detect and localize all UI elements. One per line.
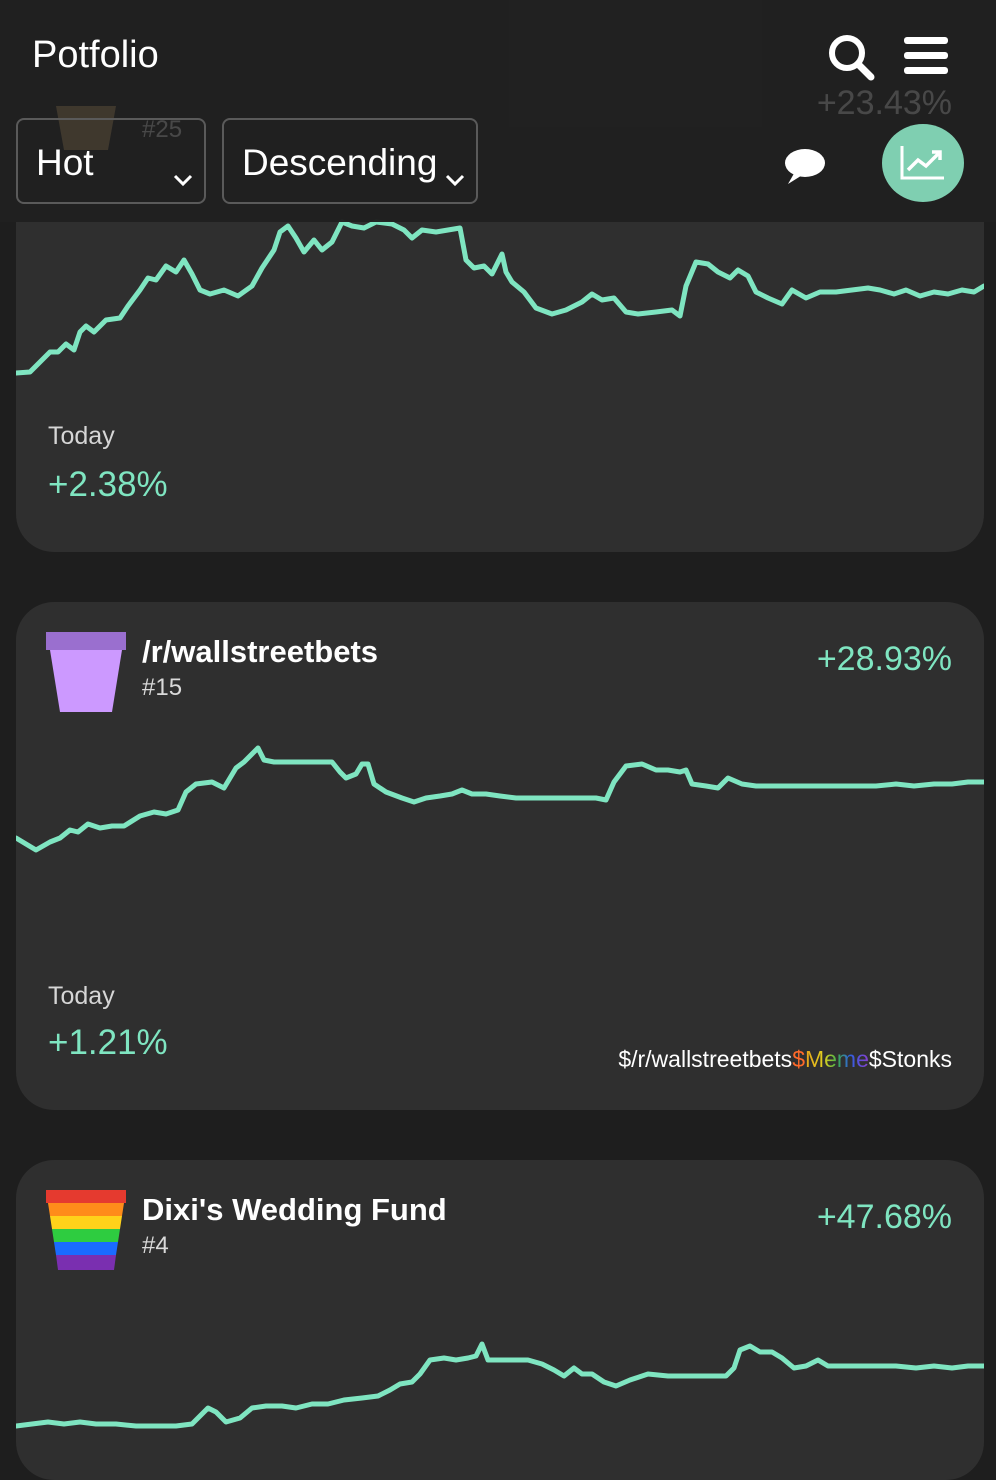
pot-icon xyxy=(46,632,126,712)
trend-view-button[interactable] xyxy=(882,124,964,202)
today-label: Today xyxy=(48,982,115,1010)
sparkline-chart xyxy=(16,1341,984,1429)
app-header: Potfolio #25 +23.43% Hot Descending xyxy=(0,0,996,222)
partial-card-percent: +23.43% xyxy=(816,84,952,122)
tag[interactable]: $/r/wallstreetbets xyxy=(618,1046,793,1072)
tag[interactable]: $Stonks xyxy=(868,1046,952,1072)
sparkline-chart xyxy=(16,219,984,376)
pot-percent: +47.68% xyxy=(816,1198,952,1236)
tag-list: $/r/wallstreetbets$Meme$Stonks xyxy=(618,1046,952,1073)
chevron-down-icon xyxy=(444,154,466,196)
app-title: Potfolio xyxy=(32,34,159,76)
chevron-down-icon xyxy=(172,154,194,196)
today-label: Today xyxy=(48,422,115,450)
today-change: +2.38% xyxy=(48,465,168,504)
sparkline xyxy=(16,745,984,853)
pot-name: /r/wallstreetbets xyxy=(142,634,379,669)
pot-card[interactable]: /r/wallstreetbets #15 +28.93% Today +1.2… xyxy=(16,602,984,1110)
sparkline xyxy=(16,219,984,376)
pot-rank: #4 xyxy=(142,1232,169,1259)
tag-meme[interactable]: $Meme xyxy=(792,1046,869,1072)
pot-icon xyxy=(46,1190,126,1270)
menu-icon[interactable] xyxy=(904,36,950,81)
order-select-value: Descending xyxy=(242,142,438,183)
sparkline xyxy=(16,1341,984,1429)
today-change: +1.21% xyxy=(48,1023,168,1062)
comment-icon[interactable] xyxy=(782,146,826,191)
order-select[interactable]: Descending xyxy=(222,118,478,204)
pot-card[interactable]: Dixi's Wedding Fund #4 +47.68% xyxy=(16,1160,984,1480)
pot-rank: #15 xyxy=(142,674,183,701)
sparkline-chart xyxy=(16,745,984,853)
trending-up-icon xyxy=(900,144,946,187)
tag-meme-dollar: $ xyxy=(792,1046,805,1072)
search-icon[interactable] xyxy=(826,32,876,87)
sort-select-value: Hot xyxy=(36,142,94,183)
tag-meme-text: Meme xyxy=(804,1046,869,1072)
pot-name: Dixi's Wedding Fund xyxy=(142,1192,447,1227)
pot-percent: +28.93% xyxy=(816,640,952,678)
partial-card-ghost xyxy=(54,100,118,155)
partial-card-rank: #25 xyxy=(142,116,183,143)
pot-icon xyxy=(56,106,116,150)
sort-select[interactable]: Hot xyxy=(16,118,206,204)
